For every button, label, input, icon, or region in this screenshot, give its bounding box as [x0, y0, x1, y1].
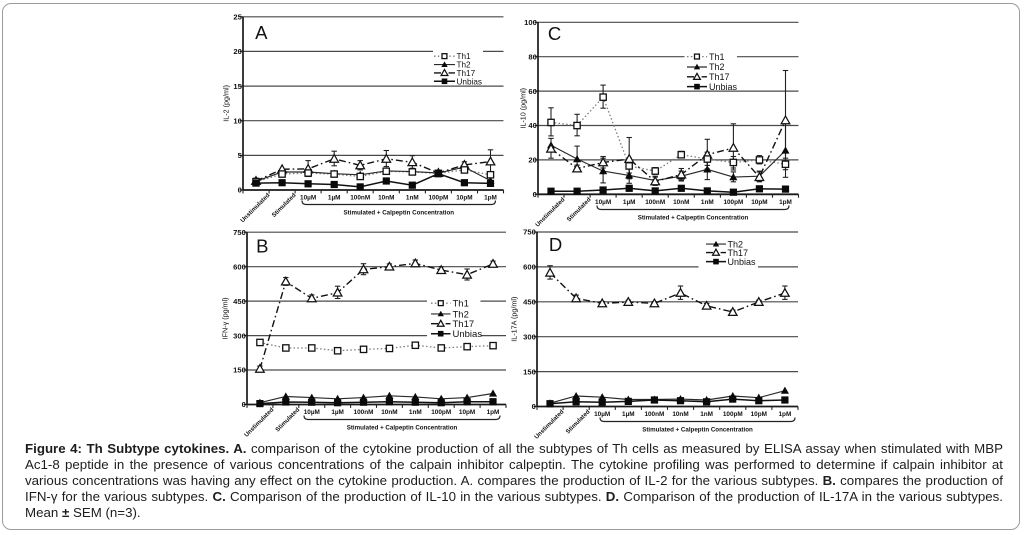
svg-text:Th17: Th17 [453, 319, 475, 330]
svg-text:0: 0 [238, 186, 242, 195]
svg-text:300: 300 [523, 332, 536, 341]
svg-text:100pM: 100pM [428, 195, 448, 202]
svg-text:D: D [549, 234, 562, 255]
svg-text:450: 450 [233, 297, 246, 306]
svg-text:600: 600 [523, 263, 536, 272]
svg-text:Unstimulated: Unstimulated [239, 192, 271, 224]
svg-text:Stimulated + Calpeptin Concent: Stimulated + Calpeptin Concentration [642, 427, 753, 434]
svg-text:0: 0 [533, 190, 537, 199]
svg-text:1µM: 1µM [328, 195, 341, 202]
svg-text:1nM: 1nM [406, 195, 419, 202]
svg-text:Th2: Th2 [709, 62, 725, 72]
svg-text:600: 600 [233, 262, 246, 271]
svg-text:Th1: Th1 [453, 299, 469, 310]
svg-text:Unstimulated: Unstimulated [533, 408, 565, 440]
svg-text:10µM: 10µM [300, 195, 316, 202]
svg-text:10nM: 10nM [378, 195, 394, 202]
svg-text:1pM: 1pM [487, 409, 500, 416]
svg-text:Stimulated + Calpeptin Concent: Stimulated + Calpeptin Concentration [638, 215, 749, 222]
svg-text:Th1: Th1 [457, 52, 472, 61]
svg-text:1nM: 1nM [700, 411, 713, 418]
svg-text:0: 0 [242, 400, 246, 409]
svg-text:Th2: Th2 [457, 61, 472, 70]
svg-text:1pM: 1pM [484, 195, 497, 202]
svg-text:Th17: Th17 [709, 72, 730, 82]
svg-text:Stimulated: Stimulated [565, 408, 592, 435]
svg-text:10pM: 10pM [751, 199, 767, 206]
svg-text:10µM: 10µM [595, 199, 611, 206]
svg-text:IFN-γ (pg/ml): IFN-γ (pg/ml) [221, 297, 230, 339]
svg-text:1pM: 1pM [779, 199, 792, 206]
svg-text:Unbias: Unbias [709, 82, 738, 92]
svg-text:10µM: 10µM [594, 411, 610, 418]
svg-text:Stimulated + Calpeptin Concent: Stimulated + Calpeptin Concentration [347, 425, 458, 432]
svg-text:IL-17A (pg/ml): IL-17A (pg/ml) [510, 297, 519, 342]
svg-text:IL-2 (pg/ml): IL-2 (pg/ml) [222, 85, 231, 122]
svg-text:1pM: 1pM [779, 411, 792, 418]
svg-text:B: B [256, 235, 268, 256]
svg-text:100nM: 100nM [354, 409, 374, 416]
svg-text:100nM: 100nM [350, 195, 370, 202]
svg-text:1nM: 1nM [701, 199, 714, 206]
svg-text:1nM: 1nM [409, 409, 422, 416]
svg-text:150: 150 [233, 366, 246, 375]
svg-text:20: 20 [528, 156, 536, 165]
svg-text:100pM: 100pM [723, 199, 743, 206]
svg-text:750: 750 [523, 228, 536, 237]
svg-text:100pM: 100pM [723, 411, 743, 418]
svg-text:100nM: 100nM [645, 199, 665, 206]
svg-text:40: 40 [528, 121, 536, 130]
svg-text:A: A [255, 22, 268, 43]
svg-text:Th17: Th17 [728, 248, 749, 258]
svg-text:Stimulated: Stimulated [271, 192, 298, 219]
svg-text:100nM: 100nM [644, 411, 664, 418]
svg-text:150: 150 [523, 367, 536, 376]
svg-text:10pM: 10pM [751, 411, 767, 418]
svg-text:25: 25 [233, 13, 242, 22]
svg-text:Stimulated: Stimulated [566, 196, 593, 223]
svg-text:10nM: 10nM [673, 199, 689, 206]
svg-text:100pM: 100pM [431, 409, 451, 416]
svg-text:Unbias: Unbias [457, 77, 483, 86]
svg-text:Stimulated + Calpeptin Concent: Stimulated + Calpeptin Concentration [344, 210, 455, 217]
svg-text:10pM: 10pM [456, 195, 472, 202]
svg-text:450: 450 [523, 298, 536, 307]
svg-text:100: 100 [524, 18, 537, 27]
svg-text:1µM: 1µM [622, 411, 635, 418]
svg-text:Unbias: Unbias [728, 257, 757, 267]
svg-text:10nM: 10nM [672, 411, 688, 418]
svg-text:60: 60 [528, 87, 536, 96]
svg-text:Unstimulated: Unstimulated [243, 406, 275, 438]
svg-text:Unbias: Unbias [453, 329, 483, 340]
svg-text:10nM: 10nM [381, 409, 397, 416]
svg-text:300: 300 [233, 331, 246, 340]
svg-text:750: 750 [233, 228, 246, 237]
svg-text:C: C [548, 23, 561, 44]
svg-text:0: 0 [532, 402, 536, 411]
svg-text:10pM: 10pM [459, 409, 475, 416]
svg-text:10: 10 [233, 116, 241, 125]
svg-text:5: 5 [238, 151, 243, 160]
svg-text:10µM: 10µM [304, 409, 320, 416]
svg-text:Th1: Th1 [709, 52, 725, 62]
svg-text:Th2: Th2 [728, 239, 744, 249]
svg-text:Th17: Th17 [457, 69, 476, 78]
svg-text:Unstimulated: Unstimulated [534, 196, 566, 228]
svg-text:Th2: Th2 [453, 309, 469, 320]
svg-text:80: 80 [528, 52, 536, 61]
svg-text:20: 20 [233, 47, 241, 56]
svg-text:Stimulated: Stimulated [274, 406, 301, 433]
svg-text:1µM: 1µM [331, 409, 344, 416]
svg-text:1µM: 1µM [623, 199, 636, 206]
svg-text:15: 15 [233, 82, 242, 91]
svg-text:IL-10 (pg/ml): IL-10 (pg/ml) [519, 88, 528, 129]
